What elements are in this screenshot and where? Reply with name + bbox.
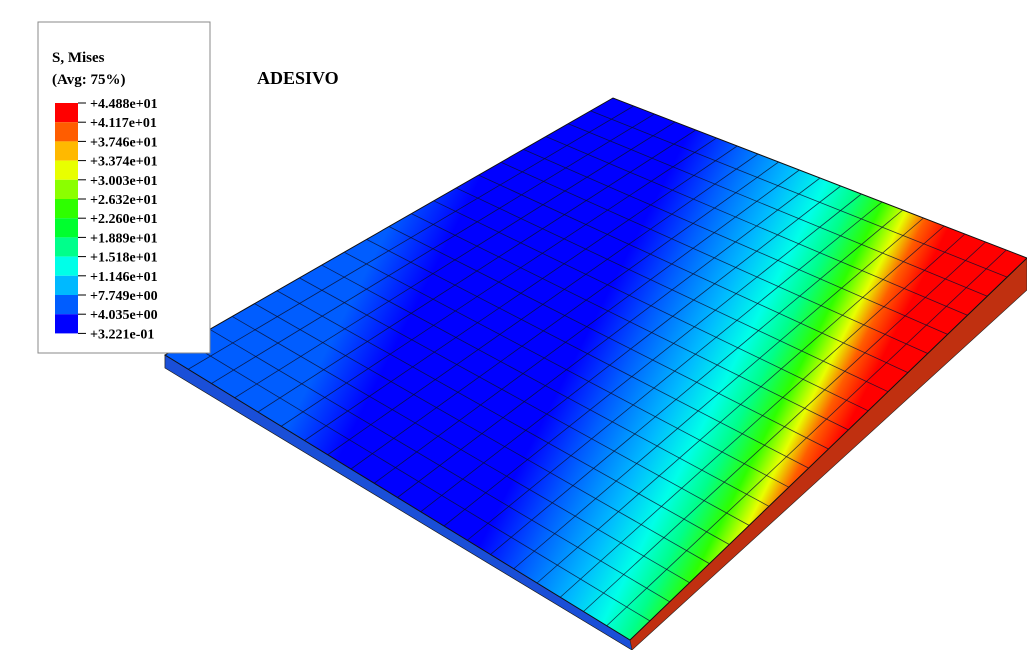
legend-band	[55, 276, 78, 295]
fea-view: S, Mises (Avg: 75%) +4.488e+01 +4.117e+01…	[0, 0, 1027, 650]
legend-band	[55, 237, 78, 256]
part-label: ADESIVO	[257, 68, 339, 88]
legend-band	[55, 180, 78, 199]
legend-level: +4.035e+00	[90, 308, 158, 323]
legend-level: +1.889e+01	[90, 231, 158, 246]
legend-level: +3.003e+01	[90, 174, 158, 189]
legend-level: +4.488e+01	[90, 97, 158, 112]
legend-band	[55, 295, 78, 314]
legend-band	[55, 141, 78, 160]
legend-level: +1.146e+01	[90, 270, 158, 285]
legend-band	[55, 122, 78, 141]
legend-level: +3.746e+01	[90, 135, 158, 150]
legend-band	[55, 199, 78, 218]
legend-level: +2.632e+01	[90, 193, 158, 208]
legend-level: +7.749e+00	[90, 289, 158, 304]
legend-band	[55, 218, 78, 237]
legend-band	[55, 257, 78, 276]
legend-level: +3.221e-01	[90, 327, 154, 342]
legend-band	[55, 314, 78, 333]
legend-band	[55, 161, 78, 180]
legend-level: +1.518e+01	[90, 251, 158, 266]
legend-band	[55, 103, 78, 122]
plate-top	[165, 98, 1027, 640]
legend-subtitle: (Avg: 75%)	[52, 72, 125, 88]
legend-level: +3.374e+01	[90, 155, 158, 170]
legend-level: +2.260e+01	[90, 212, 158, 227]
legend-title: S, Mises	[52, 50, 105, 66]
legend-level: +4.117e+01	[90, 116, 157, 131]
